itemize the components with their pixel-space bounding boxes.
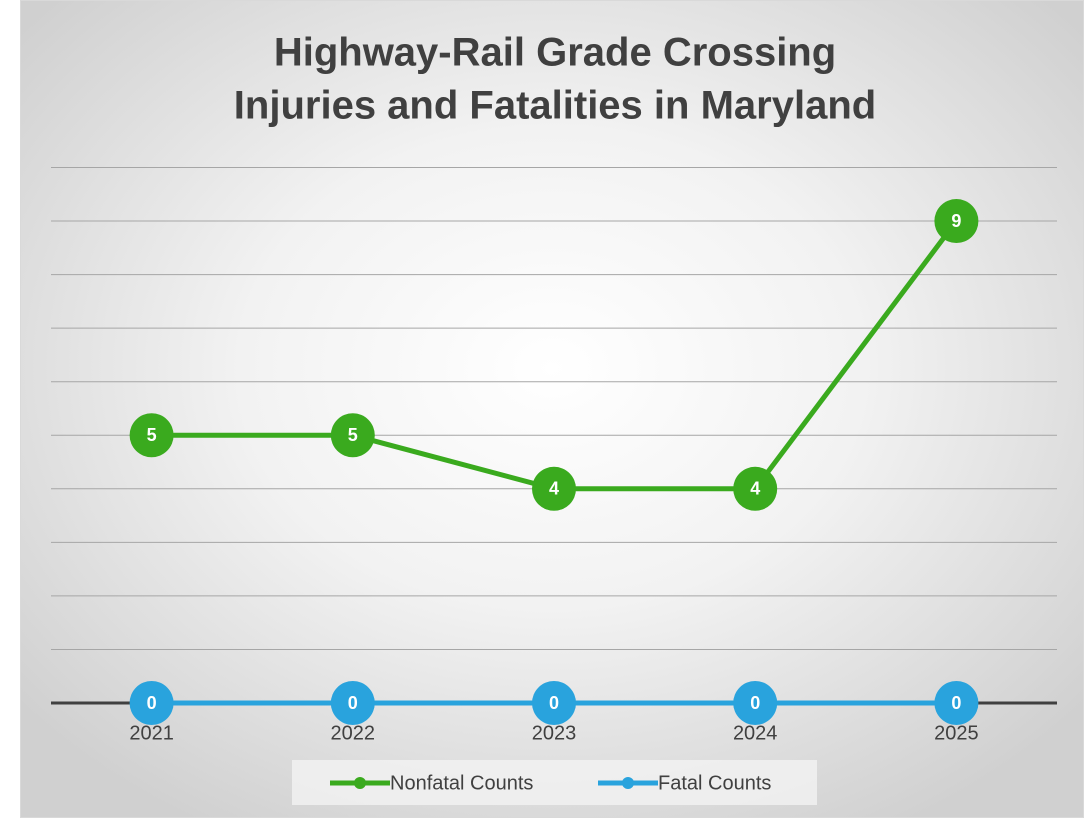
data-point	[934, 681, 979, 725]
data-point	[532, 466, 576, 511]
data-point	[934, 199, 979, 244]
data-point	[330, 681, 375, 725]
legend-label: Fatal Counts	[658, 772, 771, 794]
legend: Nonfatal Counts Fatal Counts	[330, 772, 771, 794]
chart-title: Injuries and Fatalities in Maryland	[234, 84, 876, 128]
data-point	[532, 681, 576, 725]
data-point	[129, 681, 174, 725]
data-point	[129, 413, 174, 458]
x-tick-label: 2025	[934, 722, 979, 744]
legend-marker	[354, 777, 366, 789]
data-label: 9	[951, 211, 961, 231]
data-label: 0	[750, 693, 760, 713]
chart-title: Highway-Rail Grade Crossing	[274, 31, 836, 75]
x-tick-label: 2021	[129, 722, 174, 744]
data-point	[733, 681, 778, 725]
data-label: 4	[750, 479, 760, 499]
data-label: 4	[549, 479, 559, 499]
data-point	[733, 466, 778, 511]
data-point	[330, 413, 375, 458]
data-label: 5	[348, 425, 358, 445]
x-tick-label: 2022	[331, 722, 376, 744]
data-label: 0	[951, 693, 961, 713]
data-label: 5	[147, 425, 157, 445]
x-tick-label: 2023	[532, 722, 577, 744]
data-label: 0	[348, 693, 358, 713]
data-label: 0	[147, 693, 157, 713]
legend-label: Nonfatal Counts	[390, 772, 533, 794]
x-tick-label: 2024	[733, 722, 778, 744]
data-label: 0	[549, 693, 559, 713]
legend-marker	[622, 777, 634, 789]
plot-area: 2021 2022 2023 2024 2025 5 5 4 4 9 0 0 0 0 0	[51, 167, 1057, 744]
